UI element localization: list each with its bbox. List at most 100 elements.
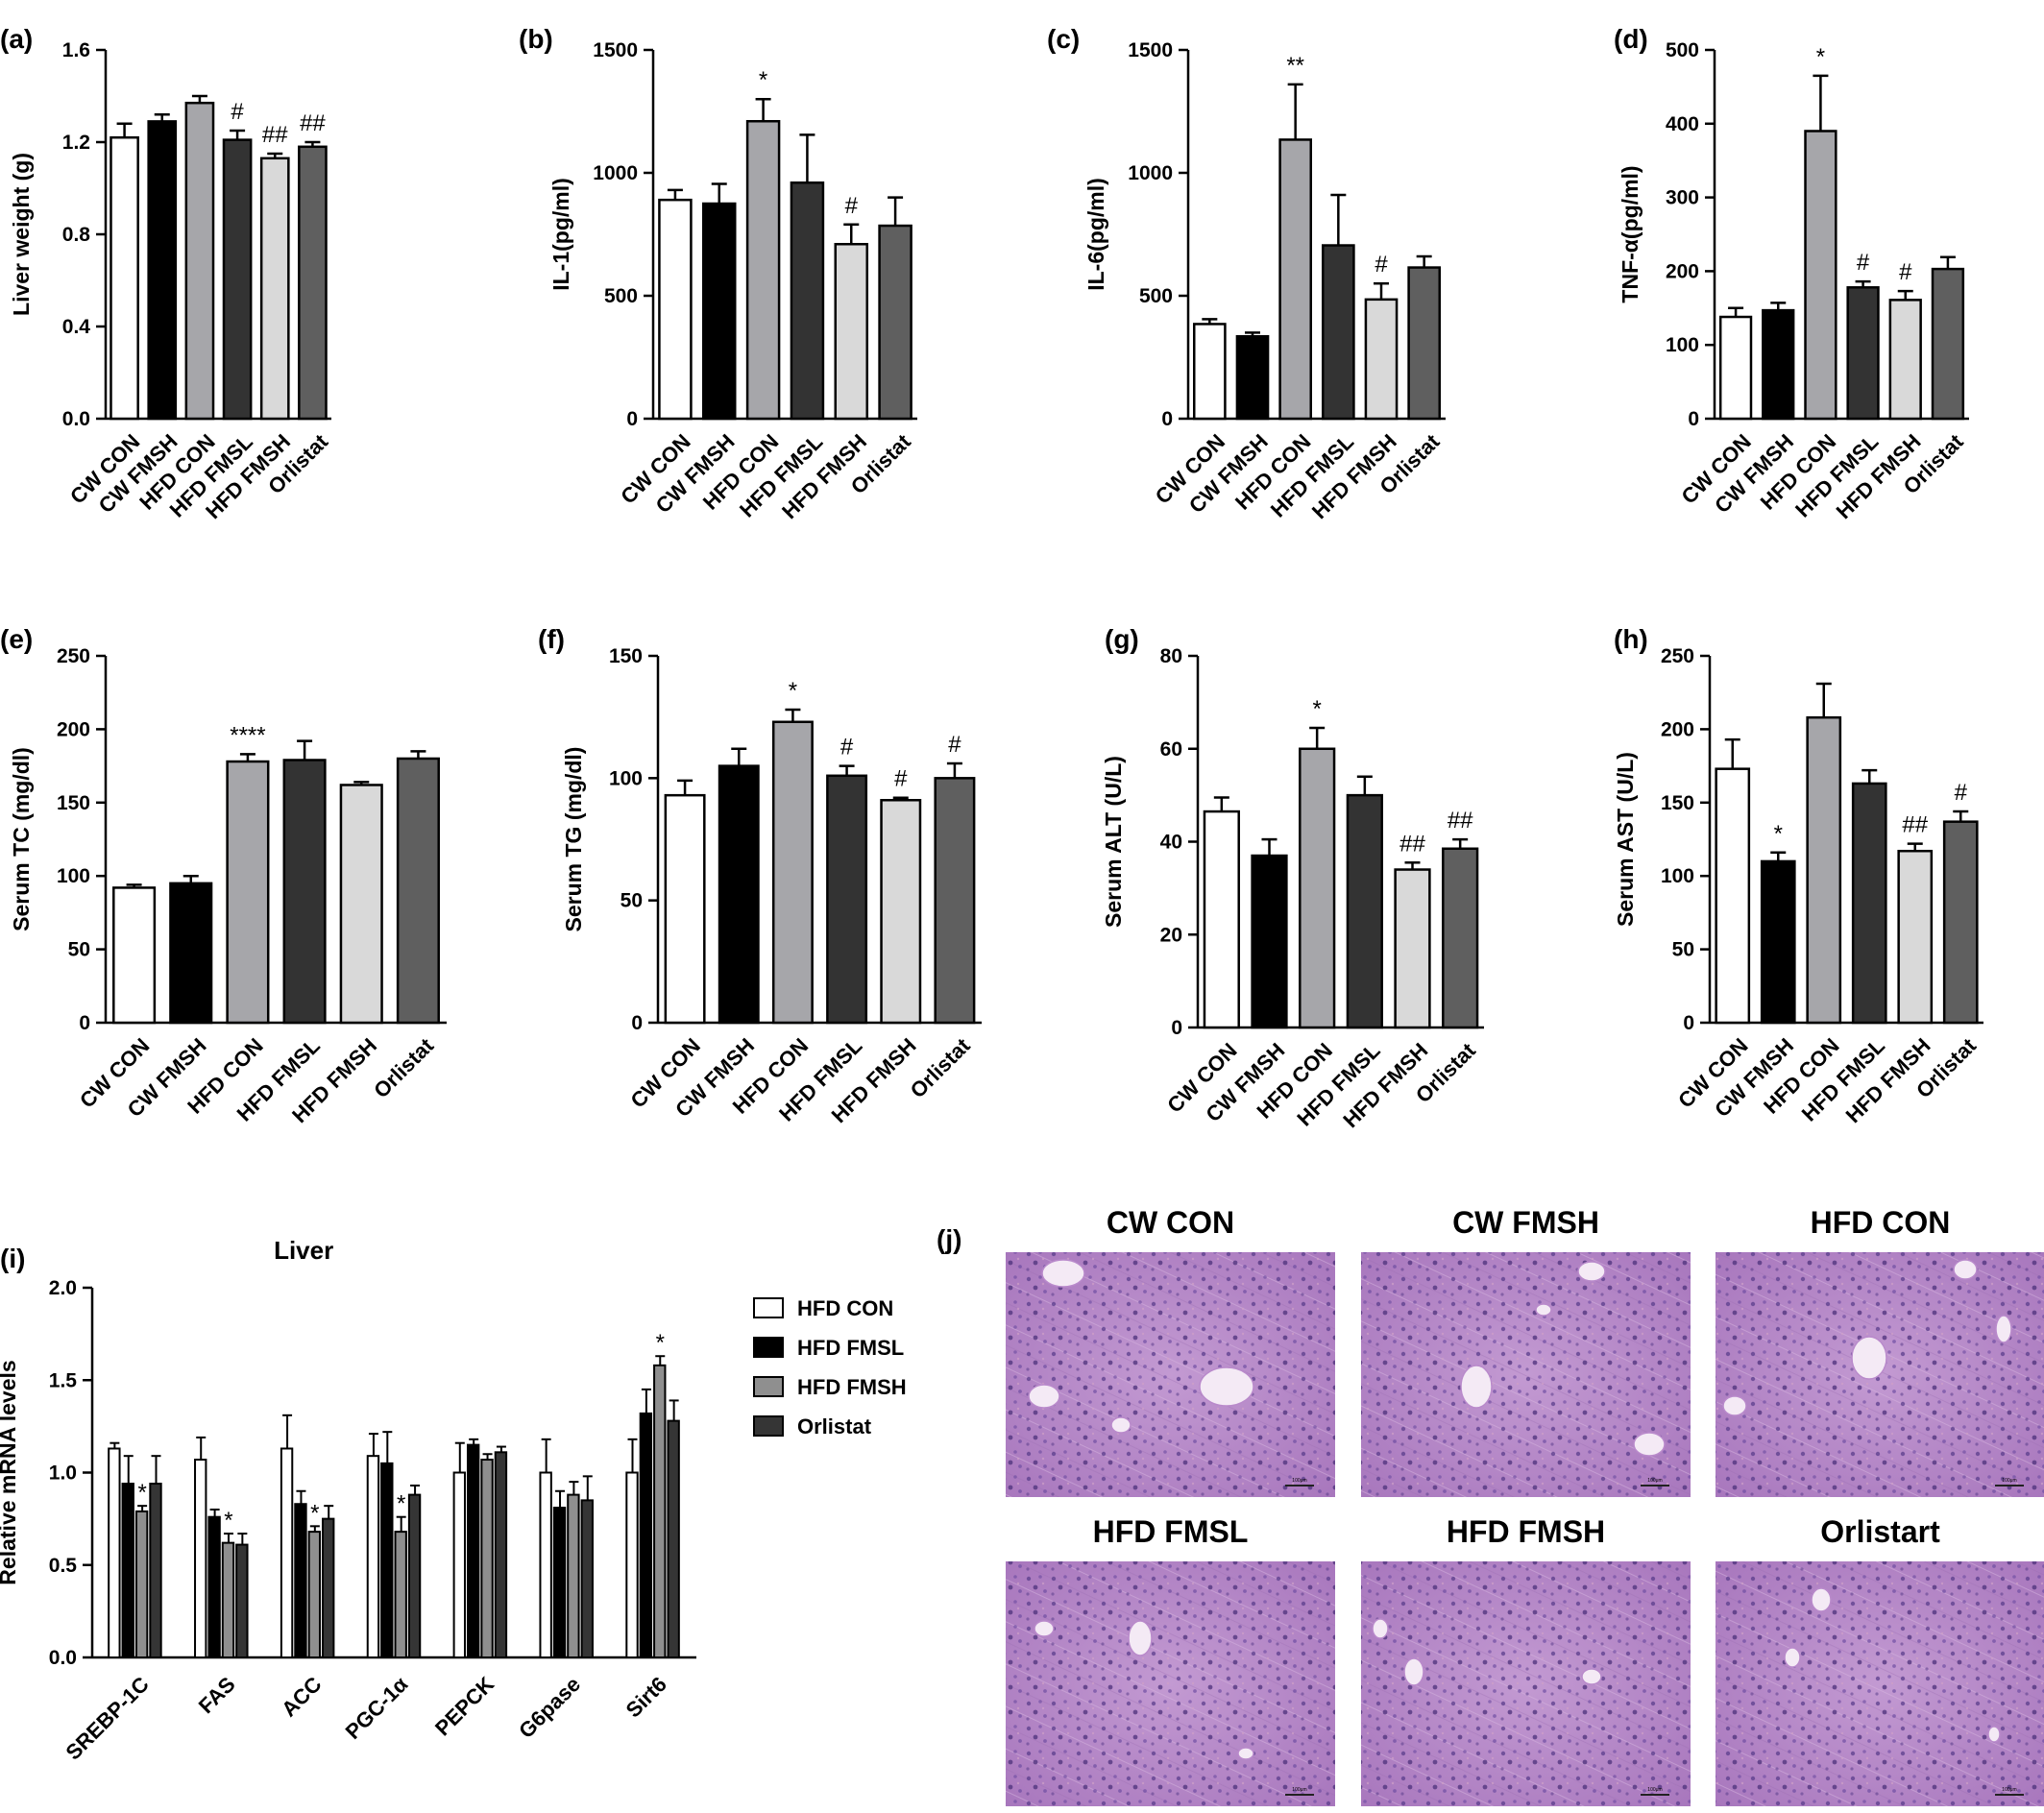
bar	[1203, 810, 1240, 1029]
y-tick-label: 1.2	[62, 132, 90, 154]
bar	[702, 202, 737, 421]
y-tick-label: 0.5	[49, 1555, 78, 1577]
y-tick-label: 0.4	[62, 316, 91, 338]
bar	[226, 760, 270, 1025]
bar	[280, 1447, 294, 1658]
bar	[380, 1462, 394, 1658]
legend-swatch	[753, 1337, 784, 1358]
histology-image: HFD FMSH 100μm	[1361, 1514, 1691, 1806]
cell-nuclei	[1006, 1561, 1335, 1806]
significance-mark: ##	[300, 110, 326, 136]
bar	[1715, 767, 1751, 1025]
bar	[339, 784, 383, 1025]
bar	[1442, 847, 1479, 1029]
bar	[826, 774, 868, 1025]
bar	[108, 1447, 121, 1658]
bar	[407, 1493, 422, 1658]
y-axis-label: Serum TG (mg/dl)	[561, 747, 586, 932]
histology-title: CW FMSH	[1452, 1205, 1599, 1240]
vessel-lumen	[1581, 1668, 1602, 1685]
bar	[480, 1459, 494, 1659]
panel-label: (a)	[0, 24, 33, 54]
y-axis-label: Relative mRNA levels	[0, 1360, 20, 1584]
bar	[282, 759, 327, 1025]
histology-title: HFD CON	[1811, 1205, 1951, 1240]
significance-mark: #	[1375, 252, 1388, 278]
bar	[1364, 298, 1399, 421]
bar	[1760, 859, 1796, 1025]
y-tick-label: 40	[1160, 832, 1182, 854]
y-axis-label: Serum ALT (U/L)	[1101, 756, 1126, 928]
bar	[1299, 747, 1336, 1029]
bar	[322, 1517, 335, 1658]
y-tick-label: 1000	[1128, 162, 1173, 184]
bar	[149, 1483, 162, 1659]
bar	[1851, 782, 1887, 1025]
x-tick-label: SREBP-1C	[61, 1672, 153, 1764]
bar	[658, 198, 693, 421]
significance-mark: *	[137, 1480, 146, 1506]
y-tick-label: 100	[1666, 334, 1699, 356]
bar	[147, 120, 178, 421]
bar	[1235, 334, 1270, 421]
y-tick-label: 1500	[593, 39, 638, 61]
legend-label: HFD FMSL	[797, 1336, 904, 1360]
significance-mark: ##	[1448, 808, 1473, 834]
x-tick-label: PEPCK	[430, 1672, 499, 1740]
y-tick-label: 150	[1661, 792, 1694, 814]
bar	[294, 1503, 307, 1658]
y-tick-label: 50	[1672, 939, 1694, 961]
legend-swatch	[753, 1376, 784, 1397]
y-tick-label: 20	[1160, 924, 1182, 946]
vessel-lumen	[1460, 1365, 1493, 1409]
scale-bar-label: 100μm	[1647, 1787, 1662, 1793]
y-tick-label: 200	[1661, 718, 1694, 740]
bar	[1942, 820, 1979, 1025]
bar	[121, 1483, 134, 1659]
bar	[259, 157, 290, 421]
y-tick-label: 50	[68, 939, 90, 961]
y-axis-label: Serum AST (U/L)	[1613, 752, 1638, 927]
scale-bar-label: 100μm	[1647, 1478, 1662, 1484]
y-tick-label: 80	[1160, 645, 1182, 667]
bar	[307, 1531, 322, 1658]
x-tick-label: FAS	[194, 1672, 240, 1718]
vessel-lumen	[1110, 1416, 1132, 1434]
bar	[235, 1543, 249, 1658]
y-tick-label: 0	[79, 1012, 90, 1034]
bar	[110, 135, 139, 421]
significance-mark: *	[759, 67, 767, 93]
histology-image: HFD FMSL 100μm	[1006, 1514, 1335, 1806]
y-tick-label: 1.6	[62, 39, 90, 61]
bar	[452, 1471, 466, 1658]
vessel-lumen	[1722, 1395, 1747, 1416]
x-tick-label: PGC-1α	[341, 1672, 413, 1744]
bar	[1251, 854, 1288, 1029]
bar	[1322, 244, 1355, 421]
bar	[1846, 286, 1880, 421]
significance-mark: ##	[262, 122, 288, 148]
y-tick-label: 100	[609, 767, 643, 789]
bar	[207, 1515, 221, 1658]
panel-label: (d)	[1614, 24, 1648, 54]
bar	[396, 757, 440, 1025]
vessel-lumen	[1633, 1432, 1666, 1457]
bar	[718, 764, 760, 1025]
bar	[466, 1443, 480, 1658]
bar	[1888, 299, 1922, 421]
panel-label: (f)	[538, 624, 565, 654]
bar	[539, 1471, 552, 1658]
vessel-lumen	[1953, 1259, 1978, 1280]
vessel-lumen	[1995, 1315, 2012, 1343]
significance-mark: *	[656, 1330, 665, 1356]
bar	[1193, 323, 1227, 421]
y-tick-label: 0.0	[62, 408, 90, 430]
significance-mark: *	[310, 1500, 319, 1526]
histology-image: Orlistart 100μm	[1716, 1514, 2044, 1806]
vessel-lumen	[1535, 1303, 1552, 1317]
y-tick-label: 60	[1160, 738, 1182, 761]
histology-title: HFD FMSL	[1093, 1514, 1249, 1549]
bar	[639, 1412, 653, 1659]
